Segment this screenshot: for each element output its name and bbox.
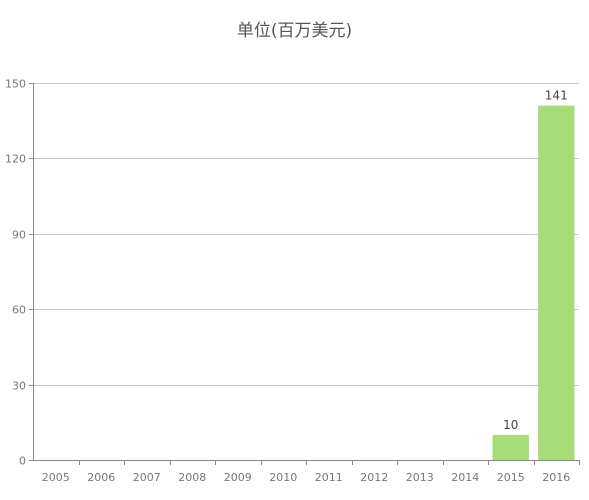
x-tick-label: 2011 [315, 471, 343, 484]
chart-title: 单位(百万美元) [236, 21, 353, 41]
y-tick-label: 90 [12, 229, 26, 242]
x-tick-label: 2008 [178, 471, 206, 484]
data-label-2015: 10 [503, 418, 518, 432]
x-tick-label: 2013 [406, 471, 434, 484]
x-tick-label: 2007 [133, 471, 161, 484]
y-tick-labels: 0 30 60 90 120 150 [5, 78, 26, 468]
axes [29, 83, 580, 465]
bars [492, 105, 575, 461]
x-tick-label: 2014 [451, 471, 479, 484]
data-label-2016: 141 [545, 89, 568, 103]
x-tick-label: 2010 [269, 471, 297, 484]
data-labels: 10 141 [503, 89, 568, 432]
y-tick-label: 0 [19, 455, 26, 468]
x-tick-label: 2005 [42, 471, 70, 484]
x-tick-label: 2006 [87, 471, 115, 484]
y-tick-label: 150 [5, 78, 26, 91]
grid-lines [33, 83, 579, 386]
x-tick-label: 2015 [497, 471, 525, 484]
bar-2016 [538, 105, 575, 461]
x-tick-label: 2016 [542, 471, 570, 484]
y-tick-label: 30 [12, 380, 26, 393]
x-tick-label: 2012 [360, 471, 388, 484]
x-tick-label: 2009 [224, 471, 252, 484]
bar-2015 [492, 434, 529, 460]
y-tick-label: 60 [12, 304, 26, 317]
x-tick-labels: 2005 2006 2007 2008 2009 2010 2011 2012 2013 2014… [42, 471, 571, 484]
y-tick-label: 120 [5, 153, 26, 166]
